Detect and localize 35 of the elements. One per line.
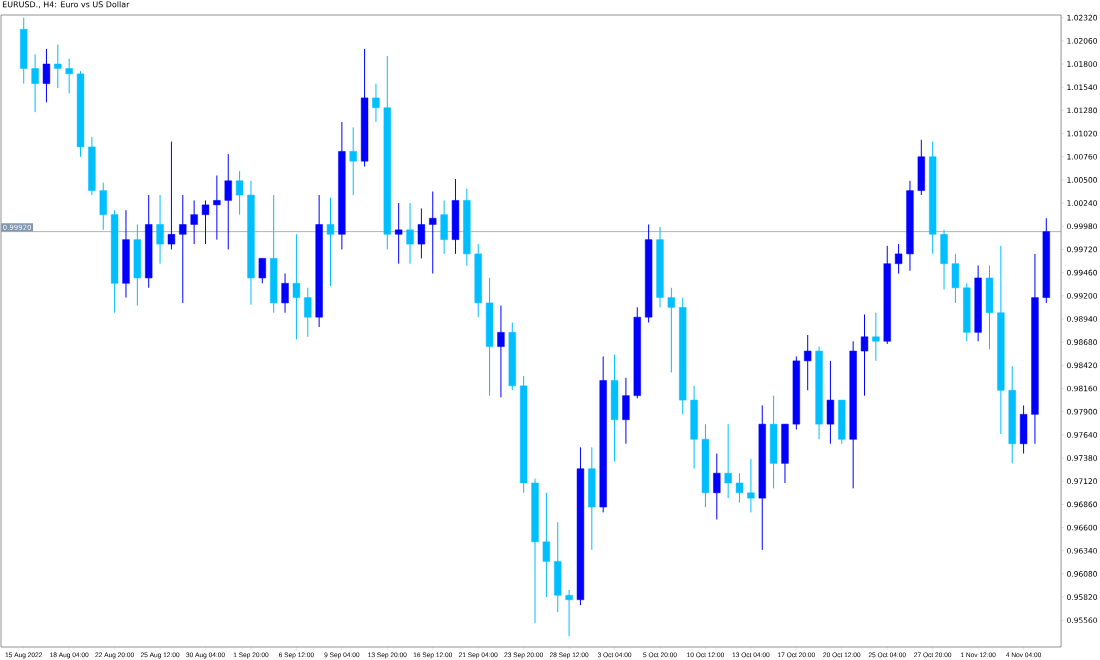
candlestick: [179, 194, 187, 304]
candlestick: [326, 197, 335, 287]
candlestick: [349, 126, 357, 196]
candlestick: [429, 191, 437, 274]
candlestick: [42, 48, 51, 103]
candlestick: [372, 83, 380, 123]
candlestick: [156, 194, 164, 265]
candlestick: [417, 207, 426, 259]
candlestick: [304, 287, 312, 338]
candlestick: [894, 243, 903, 274]
candlestick: [542, 492, 551, 598]
candlestick: [860, 314, 869, 397]
candlestick: [872, 312, 880, 362]
candlestick: [497, 305, 505, 398]
candlestick: [406, 202, 414, 265]
candlestick: [167, 141, 176, 250]
candlestick: [667, 287, 676, 373]
candlestick: [395, 202, 403, 265]
candlestick: [724, 423, 732, 499]
candlestick: [31, 53, 39, 113]
candlestick: [565, 589, 573, 637]
candlestick: [735, 472, 744, 504]
candlestick: [190, 199, 198, 245]
candlestick: [747, 458, 755, 513]
candlestick: [54, 43, 62, 89]
candlestick: [292, 233, 301, 340]
candlestick: [65, 58, 73, 94]
candlestick: [213, 174, 221, 241]
candlestick: [804, 334, 812, 391]
candlestick: [281, 273, 289, 314]
candlestick: [201, 199, 210, 245]
candlestick: [235, 170, 244, 216]
candlestick: [258, 257, 266, 284]
candlestick: [224, 153, 232, 250]
candlestick: [713, 453, 721, 521]
